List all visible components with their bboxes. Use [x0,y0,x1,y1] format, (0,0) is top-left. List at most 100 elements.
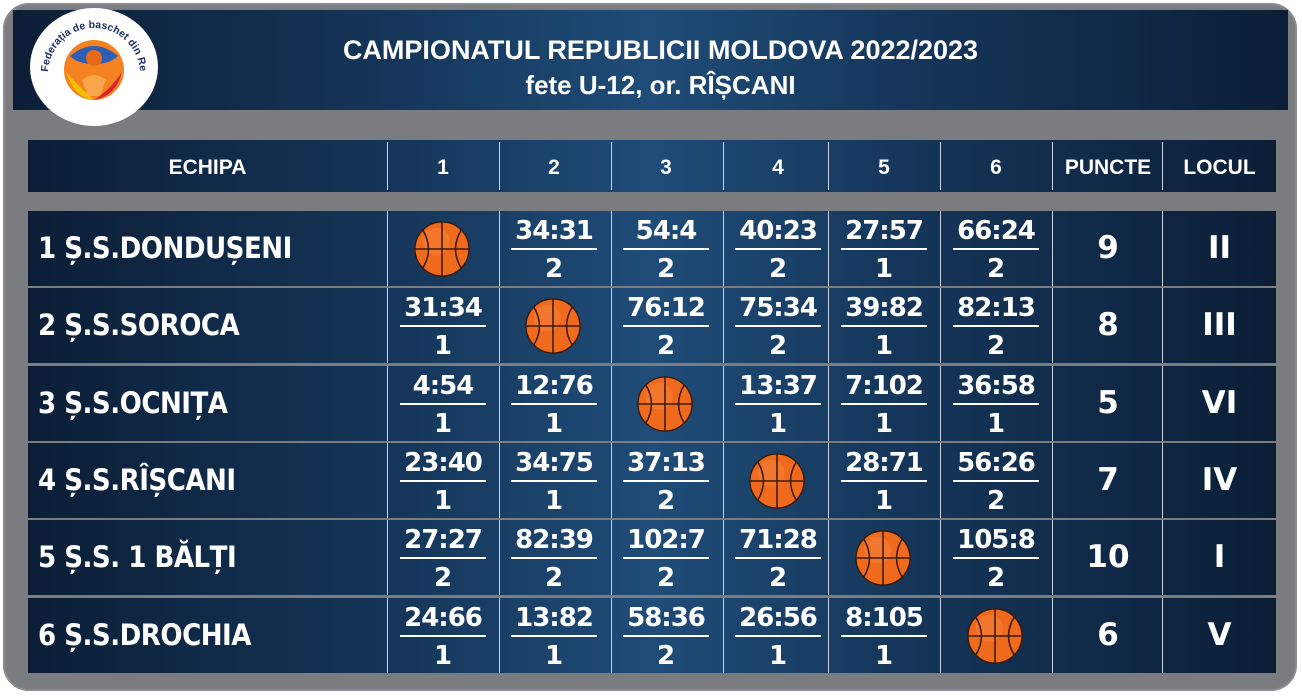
result-cell: 71:28 2 [723,520,833,595]
title-bar: CAMPIONATUL REPUBLICII MOLDOVA 2022/2023… [13,10,1288,110]
header-divider [940,142,941,190]
team-name-text: Ș.S. 1 BĂLȚI [64,540,237,574]
match-score: 13:37 [735,369,821,405]
row-divider [1162,520,1163,595]
match-points: 1 [433,409,453,439]
team-name: 1 Ș.S.DONDUȘENI [38,211,292,286]
row-divider [940,520,941,595]
team-name: 6 Ș.S.DROCHIA [38,598,251,673]
match-points: 1 [874,409,894,439]
row-divider [723,443,724,518]
match-score: 58:36 [623,601,709,637]
team-points: 6 [1097,617,1119,653]
federation-logo-icon: Federația de baschet din Republica Moldo… [30,8,150,124]
basketball-icon [748,452,806,510]
match-points: 1 [433,331,453,361]
match-score: 75:34 [735,291,821,327]
row-divider [499,366,500,441]
result-cell: 7:102 1 [829,366,939,441]
row-divider [499,443,500,518]
team-name-text: Ș.S.OCNIȚA [64,386,228,420]
match-points: 1 [874,254,894,284]
header-game-1: 1 [437,156,449,179]
result-cell: 26:56 1 [723,598,833,673]
match-points: 2 [656,563,676,593]
row-divider [1052,288,1053,363]
header-points: PUNCTE [1064,156,1152,179]
match-score: 37:13 [623,446,709,482]
match-score: 56:26 [953,446,1039,482]
table-header: ECHIPA 1 2 3 4 5 6 PUNCTE LOCUL [28,140,1276,192]
match-points: 1 [433,486,453,516]
match-score: 28:71 [841,446,927,482]
federation-logo: Federația de baschet din Republica Moldo… [30,8,158,126]
match-points: 2 [544,254,564,284]
row-divider [387,520,388,595]
header-divider [828,142,829,190]
team-number: 2 [38,308,56,342]
result-cell: 105:8 2 [941,520,1051,595]
result-cell: 28:71 1 [829,443,939,518]
match-points: 2 [986,254,1006,284]
match-score: 7:102 [841,369,927,405]
row-divider [828,443,829,518]
match-score: 105:8 [953,523,1039,559]
team-points: 8 [1097,307,1119,343]
row-divider [387,366,388,441]
result-cell: 102:7 2 [611,520,721,595]
row-divider [828,598,829,673]
result-cell: 82:13 2 [941,288,1051,363]
match-points: 1 [544,641,564,671]
team-name: 3 Ș.S.OCNIȚA [38,366,228,441]
team-name-text: Ș.S.DROCHIA [64,618,251,652]
match-score: 40:23 [735,214,821,250]
header-place: LOCUL [1183,156,1256,179]
result-cell [829,520,939,595]
match-score: 102:7 [623,523,709,559]
match-score: 8:105 [841,601,927,637]
table-row: 4 Ș.S.RÎȘCANI 23:40 1 34:75 1 37:13 2 28:71 1 56:… [28,443,1276,518]
basketball-icon [966,607,1024,665]
header-divider [723,142,724,190]
match-score: 76:12 [623,291,709,327]
row-divider [940,211,941,286]
match-points: 2 [433,563,453,593]
match-score: 31:34 [400,291,486,327]
result-cell: 27:57 1 [829,211,939,286]
team-place: IV [1201,462,1238,498]
row-divider [499,598,500,673]
result-cell: 4:54 1 [388,366,498,441]
row-divider [387,598,388,673]
match-points: 1 [874,486,894,516]
match-score: 27:57 [841,214,927,250]
result-cell: 37:13 2 [611,443,721,518]
team-name: 4 Ș.S.RÎȘCANI [38,443,236,518]
match-points: 2 [986,331,1006,361]
team-points: 10 [1086,539,1130,575]
match-points: 2 [544,563,564,593]
row-divider [387,443,388,518]
row-divider [499,520,500,595]
row-divider [940,443,941,518]
row-divider [723,288,724,363]
match-points: 1 [874,641,894,671]
result-cell [388,211,498,286]
match-points: 1 [874,331,894,361]
team-place: II [1207,230,1232,266]
match-points: 1 [544,409,564,439]
team-name-text: Ș.S.DONDUȘENI [64,231,292,265]
page-title: CAMPIONATUL REPUBLICII MOLDOVA 2022/2023 [342,35,979,65]
result-cell: 82:39 2 [499,520,609,595]
table-row: 6 Ș.S.DROCHIA 24:66 1 13:82 1 58:36 2 26:56 1 8:1… [28,598,1276,673]
result-cell: 36:58 1 [941,366,1051,441]
header-game-3: 3 [660,156,672,179]
match-points: 2 [768,254,788,284]
row-divider [940,366,941,441]
row-divider [1162,598,1163,673]
row-divider [1052,443,1053,518]
team-number: 3 [38,386,56,420]
match-points: 1 [544,486,564,516]
basketball-icon [854,529,912,587]
match-score: 39:82 [841,291,927,327]
result-cell: 31:34 1 [388,288,498,363]
